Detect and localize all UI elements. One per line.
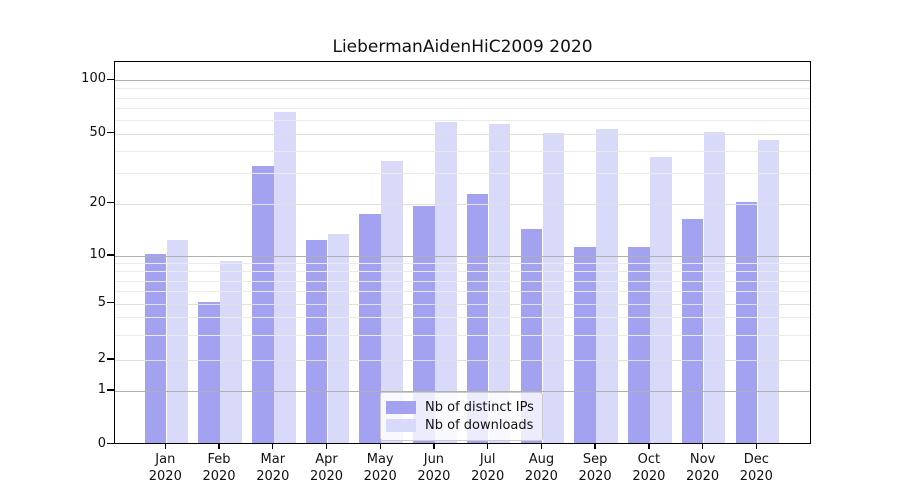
bar-downloads-aug [542, 133, 565, 443]
bar-downloads-mar [274, 111, 296, 443]
legend-swatch-1 [386, 419, 416, 432]
ytick-label-0: 0 [97, 435, 106, 451]
xtick-label-jan: Jan 2020 [148, 452, 182, 484]
bar-downloads-sep [596, 128, 618, 443]
ytick-mark-2 [107, 358, 114, 360]
legend-swatch-0 [386, 401, 416, 414]
legend-label-1: Nb of downloads [425, 418, 534, 433]
bar-ips-sep [574, 246, 596, 443]
bar-downloads-feb [220, 261, 242, 443]
bar-ips-jan [144, 254, 167, 443]
xtick-label-dec: Dec 2020 [739, 452, 773, 484]
ytick-label-20: 20 [89, 194, 106, 210]
bar-ips-nov [681, 218, 704, 443]
xtick-mark-jul [487, 444, 489, 449]
xtick-label-aug: Aug 2020 [524, 452, 558, 484]
xtick-mark-mar [272, 444, 274, 449]
ytick-label-50: 50 [89, 124, 106, 140]
bars-layer [115, 62, 810, 443]
xtick-mark-sep [594, 444, 596, 449]
xtick-mark-nov [701, 444, 704, 449]
ytick-mark-1 [107, 389, 114, 391]
bar-ips-oct [628, 246, 650, 443]
xtick-mark-jan [164, 444, 166, 449]
ytick-mark-50 [107, 132, 114, 134]
bar-ips-mar [252, 165, 274, 443]
bar-downloads-jun [435, 121, 457, 443]
bar-downloads-dec [757, 139, 780, 443]
xtick-mark-oct [648, 444, 650, 449]
legend-label-0: Nb of distinct IPs [425, 400, 534, 415]
ytick-mark-10 [107, 254, 114, 256]
xtick-mark-aug [540, 444, 543, 449]
xtick-mark-jun [433, 444, 435, 449]
bar-downloads-may [381, 161, 403, 443]
ytick-label-2: 2 [97, 351, 106, 366]
xtick-label-apr: Apr 2020 [309, 452, 344, 484]
ytick-label-100: 100 [81, 71, 106, 87]
bar-ips-apr [305, 240, 328, 443]
ytick-label-1: 1 [97, 382, 106, 397]
xtick-mark-feb [218, 444, 220, 449]
bar-ips-feb [198, 301, 220, 443]
bar-downloads-nov [703, 131, 726, 443]
xtick-mark-apr [325, 444, 328, 449]
xtick-label-nov: Nov 2020 [686, 452, 720, 484]
legend-row-1: Nb of downloads [386, 417, 536, 434]
xtick-label-jul: Jul 2020 [471, 452, 505, 484]
bar-ips-jun [413, 205, 435, 443]
xtick-label-may: May 2020 [363, 452, 397, 484]
ytick-mark-20 [107, 202, 114, 204]
xtick-label-oct: Oct 2020 [632, 452, 666, 484]
ytick-mark-0 [107, 442, 114, 445]
bar-downloads-apr [327, 234, 350, 443]
ytick-label-10: 10 [89, 247, 106, 262]
xtick-label-feb: Feb 2020 [202, 452, 236, 484]
ytick-label-5: 5 [97, 294, 106, 310]
bar-ips-may [359, 214, 381, 443]
ytick-mark-5 [107, 302, 114, 304]
chart-title: LiebermanAidenHiC2009 2020 [332, 37, 593, 57]
xtick-mark-dec [755, 444, 757, 449]
xtick-label-sep: Sep 2020 [578, 452, 612, 484]
xtick-label-mar: Mar 2020 [256, 452, 290, 484]
bar-downloads-jan [166, 240, 189, 443]
legend: Nb of distinct IPs Nb of downloads [380, 392, 543, 441]
bar-downloads-oct [650, 156, 672, 443]
legend-row-0: Nb of distinct IPs [386, 399, 536, 416]
xtick-mark-may [379, 444, 381, 449]
xtick-label-jun: Jun 2020 [417, 452, 451, 484]
ytick-mark-100 [107, 78, 114, 80]
plot-area [114, 61, 811, 444]
bar-ips-dec [735, 201, 758, 443]
